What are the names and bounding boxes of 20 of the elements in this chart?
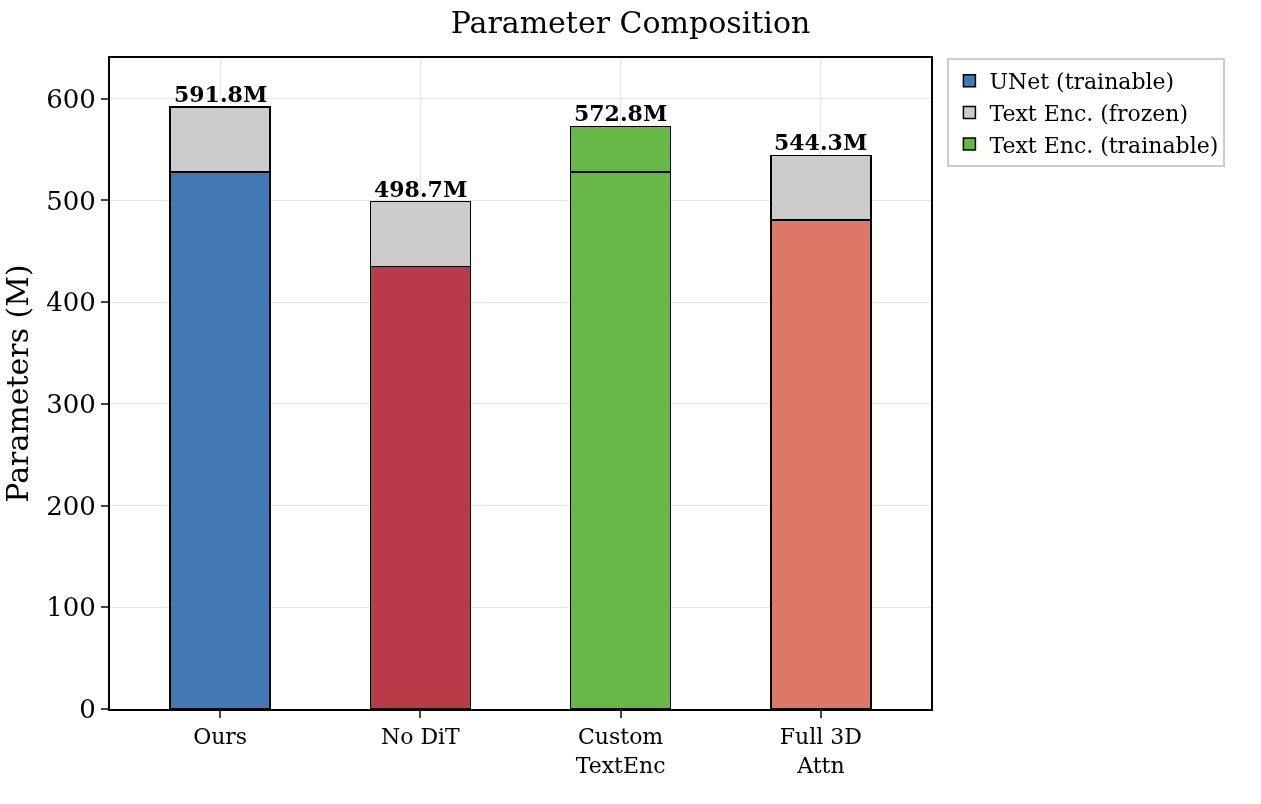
x-tick-label: Ours — [193, 724, 248, 750]
y-tick-label: 100 — [46, 592, 96, 623]
legend-label: Text Enc. (frozen) — [989, 100, 1189, 126]
total-label: 591.8M — [174, 81, 268, 107]
y-tick-label: 0 — [79, 694, 96, 725]
legend-label: UNet (trainable) — [989, 69, 1175, 95]
total-label: 544.3M — [774, 129, 868, 155]
x-tick-label: Custom TextEnc — [575, 724, 666, 778]
x-tick-label: No DiT — [380, 724, 461, 750]
y-tick-label: 500 — [46, 185, 96, 216]
x-tick-label: Full 3D Attn — [779, 724, 862, 778]
y-tick-label: 400 — [46, 287, 96, 318]
y-tick-label: 300 — [46, 388, 96, 419]
total-label: 498.7M — [374, 176, 468, 202]
total-label: 572.8M — [574, 100, 668, 126]
legend-label: Text Enc. (trainable) — [989, 132, 1219, 158]
y-axis-title: Parameters (M) — [0, 264, 35, 503]
y-tick-label: 200 — [46, 490, 96, 521]
y-tick-label: 600 — [46, 83, 96, 114]
chart-title: Parameter Composition — [450, 5, 811, 41]
